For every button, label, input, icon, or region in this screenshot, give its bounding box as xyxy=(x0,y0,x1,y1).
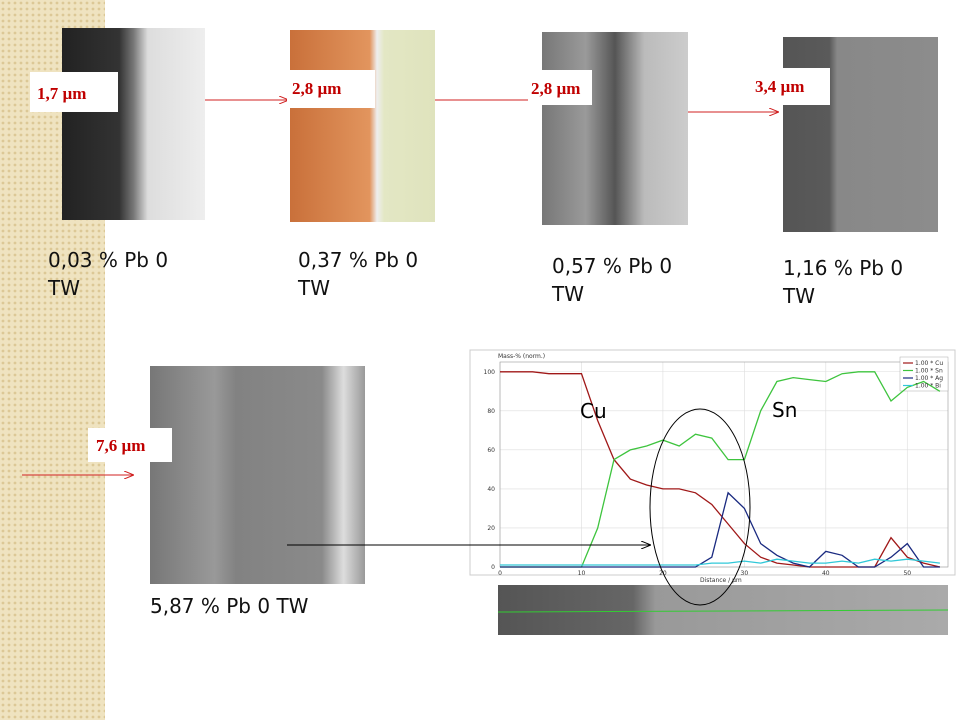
series-line xyxy=(500,491,940,568)
thickness: 2,8 µm xyxy=(292,79,341,98)
x-axis-label: Distance / µm xyxy=(700,577,742,584)
y-tick-label: 100 xyxy=(484,369,496,376)
label-box xyxy=(30,72,118,112)
x-tick-label: 30 xyxy=(741,570,749,577)
x-tick-label: 40 xyxy=(822,570,830,577)
label-box xyxy=(528,70,592,105)
highlight-ellipse xyxy=(649,408,751,606)
thickness: 7,6 µm xyxy=(96,436,145,455)
micrograph xyxy=(783,37,938,232)
y-tick-label: 20 xyxy=(487,525,495,532)
y-tick-label: 40 xyxy=(487,486,495,493)
micrograph xyxy=(150,366,365,584)
legend-label: 1.00 * Sn xyxy=(915,368,943,375)
x-tick-label: 50 xyxy=(903,570,911,577)
x-tick-label: 0 xyxy=(498,570,502,577)
legend-label: 1.00 * Bi xyxy=(915,383,941,390)
caption: 5,87 % Pb 0 TW xyxy=(150,594,309,618)
x-tick-label: 10 xyxy=(578,570,586,577)
series-line xyxy=(500,558,940,566)
annotation: Cu xyxy=(580,399,607,423)
chart-frame xyxy=(469,349,956,576)
caption: 0,03 % Pb 0 TW xyxy=(48,248,169,300)
thickness: 2,8 µm xyxy=(531,79,580,98)
micrograph xyxy=(62,28,205,220)
micrograph xyxy=(542,32,688,225)
plot-area xyxy=(499,361,949,568)
legend-label: 1.00 * Ag xyxy=(915,375,943,382)
annotation: Sn xyxy=(772,398,797,422)
micrograph xyxy=(290,30,435,222)
thickness: 1,7 µm xyxy=(37,84,86,103)
thickness: 3,4 µm xyxy=(755,77,804,96)
caption: 0,57 % Pb 0 TW xyxy=(552,254,673,306)
legend-label: 1.00 * Cu xyxy=(915,360,943,367)
y-tick-label: 0 xyxy=(491,564,495,571)
y-tick-label: 60 xyxy=(487,447,495,454)
caption: 0,37 % Pb 0 TW xyxy=(298,248,419,300)
scan-line xyxy=(497,609,949,613)
label-box xyxy=(88,428,172,462)
y-axis-label: Mass-% (norm.) xyxy=(498,353,545,360)
label-box xyxy=(287,70,375,108)
label-box xyxy=(752,68,830,105)
y-tick-label: 80 xyxy=(487,408,495,415)
caption: 1,16 % Pb 0 TW xyxy=(783,256,904,308)
